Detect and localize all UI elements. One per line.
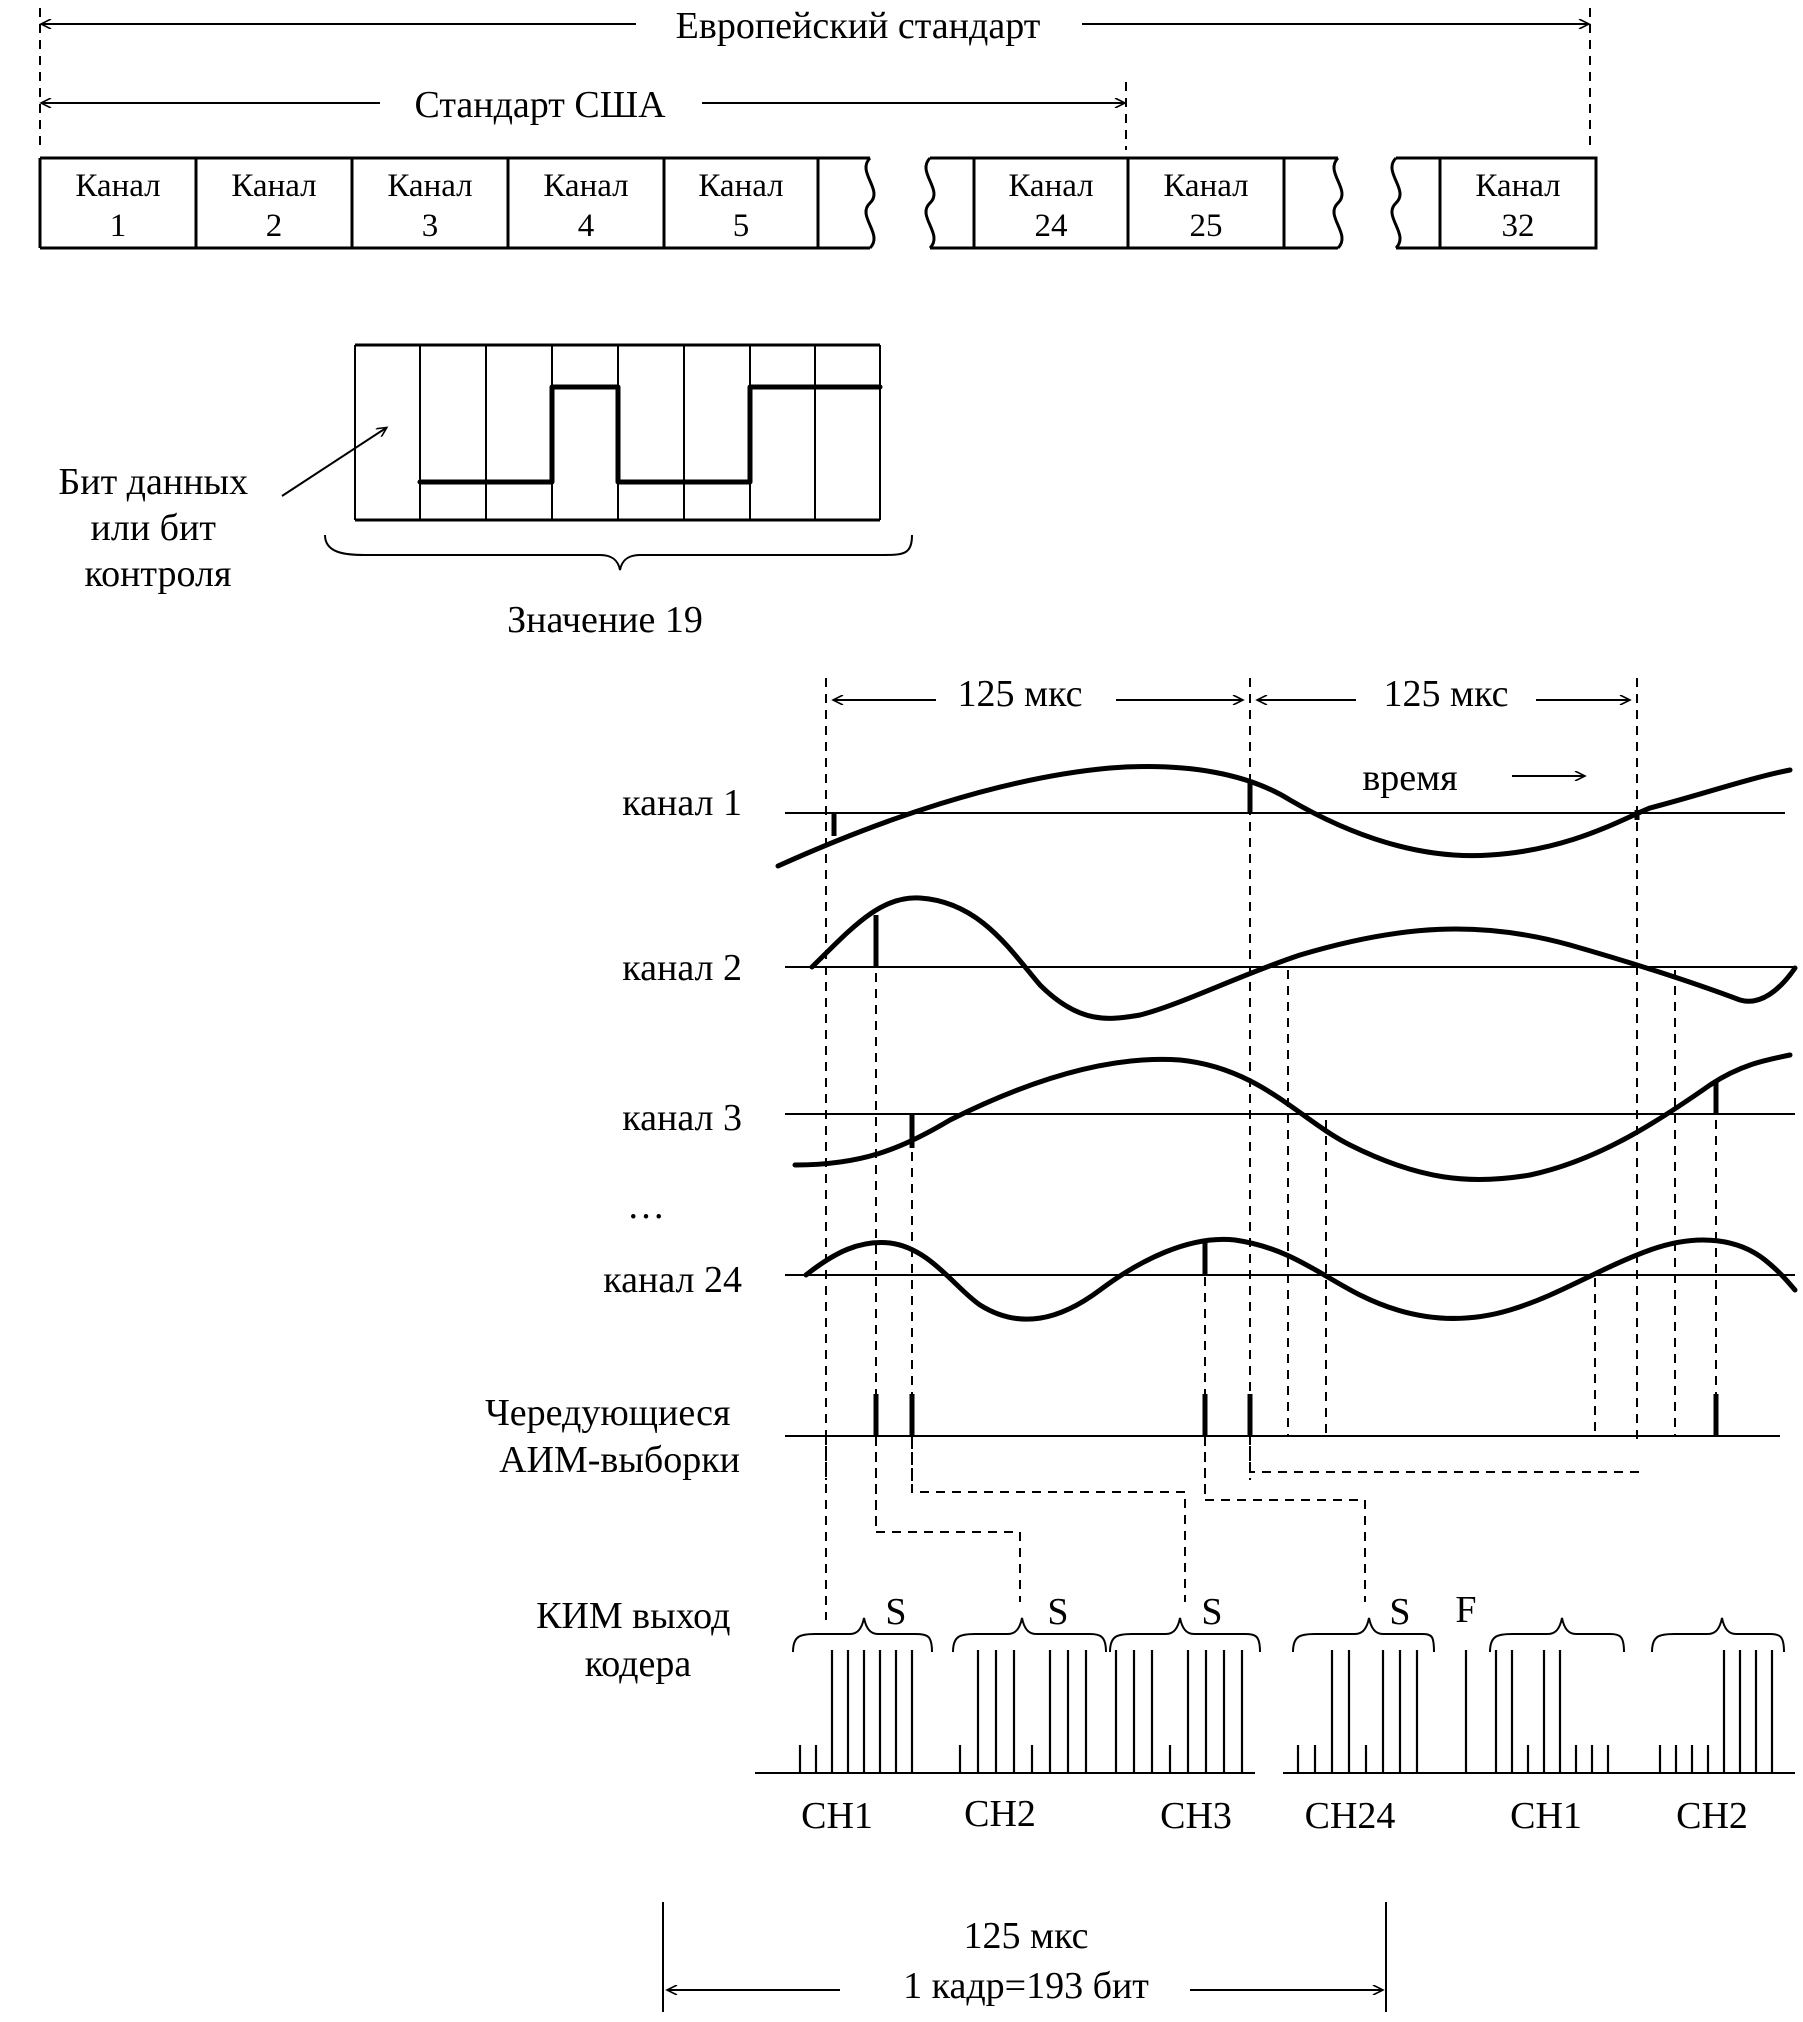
- channel-box-1: Канал 1: [75, 168, 160, 244]
- bit-pointer-line-2: или бит: [91, 507, 217, 549]
- frame-segment-1: [38, 156, 870, 250]
- pcm-label: КИМ выход кодера: [536, 1595, 740, 1685]
- pam-to-pcm-routing: [825, 1436, 1645, 1620]
- bit-word-illustration: [281, 343, 913, 571]
- slot-label-ch24: CH24: [1305, 1795, 1396, 1837]
- frame-segment-2: [930, 156, 1338, 250]
- channel-word: Канал: [543, 168, 628, 204]
- signal-marker-ch3: S: [1201, 1591, 1222, 1633]
- pam-label-line-1: Чередующиеся: [485, 1392, 730, 1434]
- waveform-label-ch2: канал 2: [622, 947, 742, 989]
- timing-intervals: 125 мкс 125 мкс время: [825, 673, 1638, 1480]
- signal-marker-ch2: S: [1047, 1591, 1068, 1633]
- channel-word: Канал: [698, 168, 783, 204]
- channel-word: Канал: [231, 168, 316, 204]
- bit-pattern-waveform: [417, 384, 883, 485]
- bit-pointer-label: Бит данных или бит контроля: [58, 461, 257, 595]
- frame-duration: 125 мкс 1 кадр=193 бит: [662, 1902, 1387, 2012]
- waveform-ch3: [792, 1052, 1793, 1183]
- channel-word: Канал: [387, 168, 472, 204]
- channel-word: Канал: [75, 168, 160, 204]
- pcm-bit-stream: [798, 1650, 1774, 1773]
- value-label: Значение 19: [507, 599, 703, 641]
- waveform-label-ch1: канал 1: [622, 782, 742, 824]
- waveform-axes: [785, 812, 1795, 1437]
- waveform-label-ch24: канал 24: [603, 1259, 742, 1301]
- channel-word: Канал: [1008, 168, 1093, 204]
- channel-word: Канал: [1475, 168, 1560, 204]
- signal-marker-ch24: S: [1389, 1591, 1410, 1633]
- channel-number: 2: [266, 208, 283, 244]
- interval-1-label: 125 мкс: [958, 673, 1083, 715]
- waveform-label-ch3: канал 3: [622, 1097, 742, 1139]
- channel-number: 25: [1190, 208, 1223, 244]
- channel-word: Канал: [1163, 168, 1248, 204]
- channel-box-3: Канал 3: [387, 168, 472, 244]
- break-mark-1: [864, 156, 876, 250]
- time-label: время: [1362, 757, 1457, 799]
- signal-marker-ch1: S: [885, 1591, 906, 1633]
- channel-number: 24: [1035, 208, 1068, 244]
- value-brace: [324, 534, 913, 571]
- slot-label-ch3: CH3: [1160, 1795, 1232, 1837]
- break-mark-4: [1390, 156, 1402, 250]
- pam-samples: [873, 1394, 1719, 1436]
- interval-2-label: 125 мкс: [1384, 673, 1509, 715]
- pcm-label-line-1: КИМ выход: [536, 1595, 730, 1637]
- framing-marker: F: [1455, 1589, 1476, 1631]
- frame-duration-label: 125 мкс: [964, 1915, 1089, 1957]
- channel-box-4: Канал 4: [543, 168, 628, 244]
- frame-size-label: 1 кадр=193 бит: [903, 1965, 1149, 2007]
- channel-box-2: Канал 2: [231, 168, 316, 244]
- frame-segment-3: [1396, 156, 1598, 250]
- pam-label: Чередующиеся АИМ-выборки: [485, 1392, 740, 1481]
- break-mark-3: [1332, 156, 1344, 250]
- sample-markers: [831, 780, 1719, 1275]
- channel-number: 5: [733, 208, 750, 244]
- pcm-markers: S S S S F: [885, 1589, 1476, 1633]
- waveforms: [775, 764, 1798, 1322]
- slot-label-ch2-next: CH2: [1676, 1795, 1748, 1837]
- pcm-slot-labels: CH1 CH2 CH3 CH24 CH1 CH2: [801, 1793, 1748, 1837]
- waveform-ellipsis: …: [627, 1185, 665, 1227]
- break-mark-2: [924, 156, 936, 250]
- channel-box-32: Канал 32: [1475, 168, 1560, 244]
- bit-pointer-arrow: [281, 428, 386, 497]
- european-standard-label: Европейский стандарт: [676, 5, 1041, 47]
- slot-label-ch1: CH1: [801, 1795, 873, 1837]
- waveform-ch24: [803, 1236, 1798, 1322]
- pcm-label-line-2: кодера: [585, 1643, 692, 1685]
- bit-pointer-line-3: контроля: [85, 553, 232, 595]
- usa-standard-label: Стандарт США: [414, 84, 666, 126]
- channel-number: 4: [578, 208, 595, 244]
- waveform-ch1: [775, 764, 1793, 869]
- channel-number: 32: [1502, 208, 1535, 244]
- pcm-braces: [792, 1617, 1785, 1653]
- channel-number: 3: [422, 208, 439, 244]
- channel-number: 1: [110, 208, 127, 244]
- bit-pointer-line-1: Бит данных: [58, 461, 248, 503]
- waveform-ch2: [809, 895, 1798, 1021]
- slot-label-ch2: CH2: [964, 1793, 1036, 1835]
- channel-box-24: Канал 24: [1008, 168, 1093, 244]
- frame-standards: Европейский стандарт Стандарт США Канал …: [38, 5, 1598, 250]
- channel-box-5: Канал 5: [698, 168, 783, 244]
- waveform-labels: канал 1 канал 2 канал 3 … канал 24 Черед…: [485, 782, 742, 1481]
- pam-label-line-2: АИМ-выборки: [499, 1439, 740, 1481]
- slot-label-ch1-next: CH1: [1510, 1795, 1582, 1837]
- channel-box-25: Канал 25: [1163, 168, 1248, 244]
